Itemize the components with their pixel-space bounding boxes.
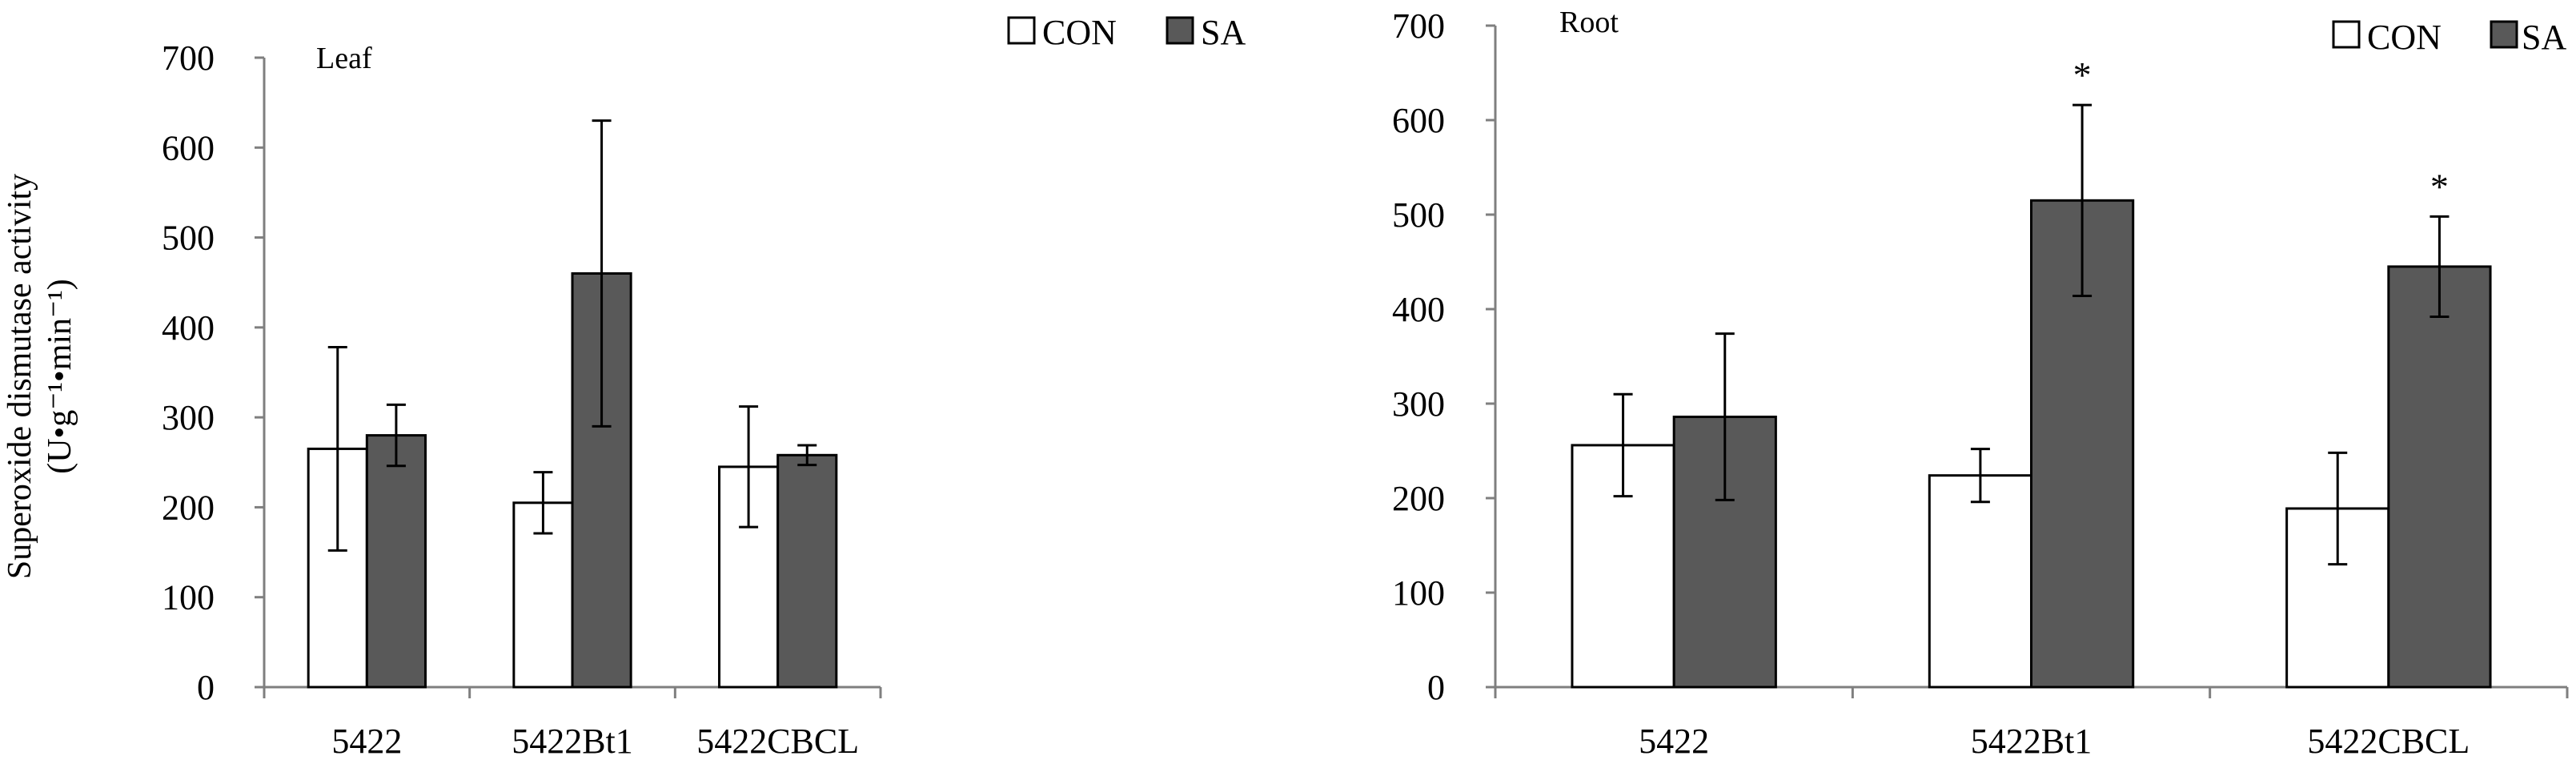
bar-sa <box>2387 265 2492 689</box>
y-tick-label: 300 <box>1392 384 1445 424</box>
legend-label-con: CON <box>2367 18 2442 57</box>
y-tick-label: 500 <box>1392 195 1445 235</box>
y-tick-label: 700 <box>1392 6 1445 46</box>
y-tick-label: 300 <box>162 398 215 437</box>
significance-marker: * <box>2073 54 2092 95</box>
y-tick-label: 0 <box>197 668 215 707</box>
x-tick-label: 5422 <box>1639 722 1709 760</box>
y-axis-title: Superoxide dismutase activity (U•g⁻¹•min… <box>2 174 78 579</box>
y-tick-label: 400 <box>162 308 215 348</box>
bar-sa <box>776 453 838 689</box>
y-tick-label: 200 <box>1392 479 1445 518</box>
legend-label-con: CON <box>1042 13 1117 52</box>
y-axis-title-line1: Superoxide dismutase activity <box>2 174 38 579</box>
x-tick-label: 5422CBCL <box>696 722 859 760</box>
y-tick-label: 700 <box>162 38 215 78</box>
y-tick-label: 400 <box>1392 290 1445 329</box>
legend-swatch-sa <box>2490 20 2518 49</box>
y-tick-label: 600 <box>162 128 215 167</box>
bar-con <box>1928 474 2032 689</box>
legend-label-sa: SA <box>1201 13 1246 52</box>
panel-title: Root <box>1559 6 1619 39</box>
legend-swatch-con <box>2332 20 2361 49</box>
significance-marker: * <box>2430 166 2449 207</box>
x-tick-label: 5422Bt1 <box>1971 722 2092 760</box>
x-tick-label: 5422Bt1 <box>512 722 633 760</box>
legend-label-sa: SA <box>2522 18 2566 57</box>
x-tick-label: 5422 <box>331 722 402 760</box>
x-tick-label: 5422CBCL <box>2307 722 2470 760</box>
legend-swatch-con <box>1007 16 1036 45</box>
y-tick-label: 0 <box>1427 668 1445 707</box>
y-tick-label: 500 <box>162 219 215 258</box>
chart-panel-leaf: 0 100 200 300 400 500 600 700 5422 5422Bt1 5422CBC… <box>162 13 1246 761</box>
panel-title: Leaf <box>316 42 372 75</box>
y-tick-label: 600 <box>1392 101 1445 140</box>
bar-sa <box>365 434 427 689</box>
y-tick-label: 200 <box>162 488 215 527</box>
chart-panel-root: 0 100 200 300 400 500 600 700 5422 5422Bt1 5422CBC… <box>1392 6 2569 761</box>
y-tick-label: 100 <box>1392 573 1445 613</box>
legend: CON SA <box>1007 13 1246 52</box>
y-tick-label: 100 <box>162 578 215 617</box>
legend-swatch-sa <box>1166 16 1194 45</box>
legend: CON SA <box>2332 18 2566 57</box>
y-axis-title-line2: (U•g⁻¹•min⁻¹) <box>42 279 78 474</box>
